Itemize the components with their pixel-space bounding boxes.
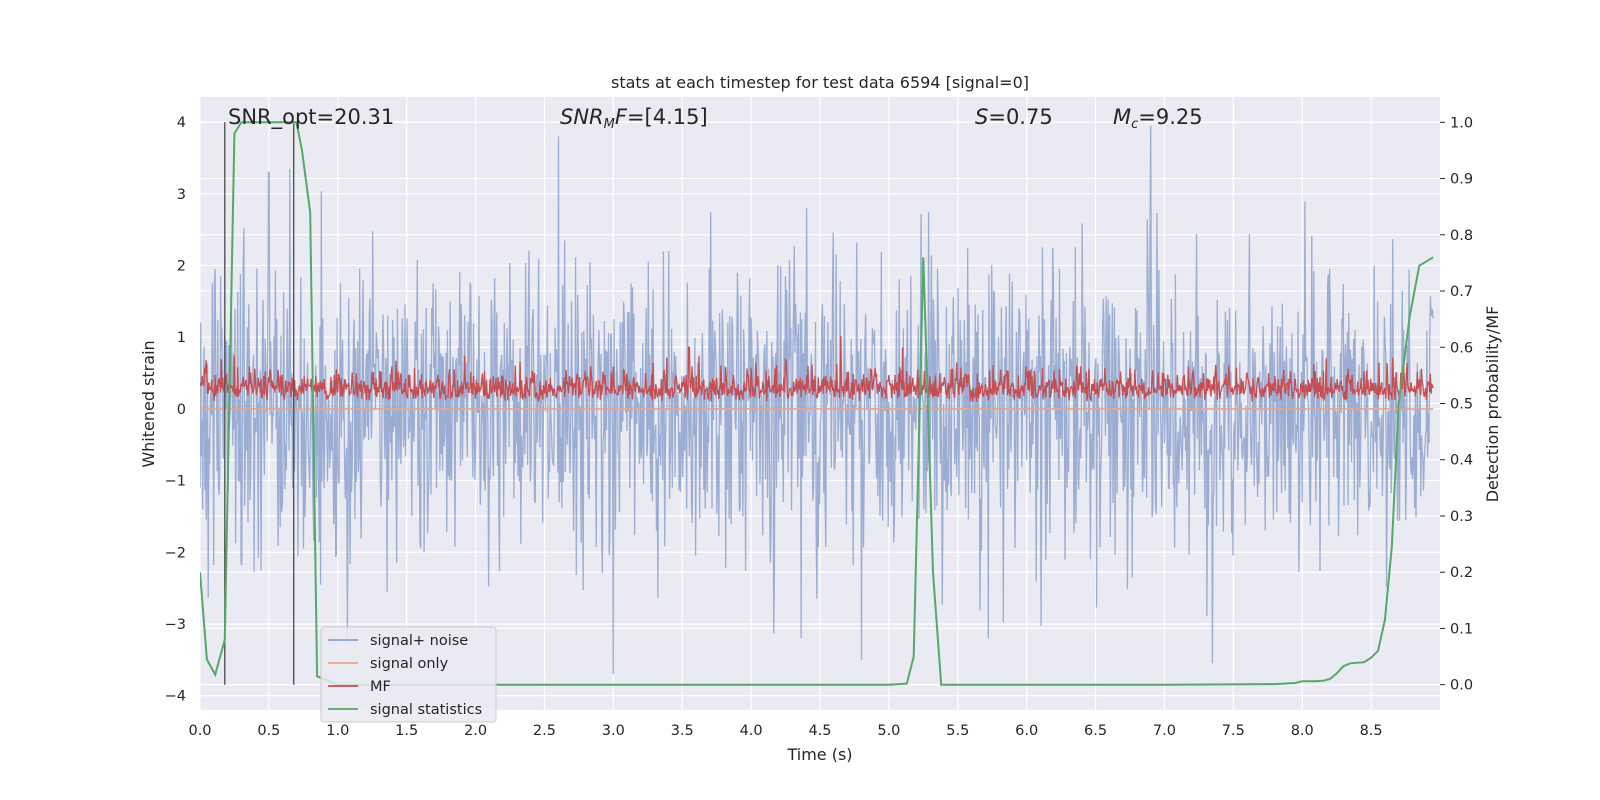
annotation-snr-mf-symbol: SNR bbox=[560, 105, 604, 129]
annotation-mc-value: =9.25 bbox=[1138, 105, 1202, 129]
y-right-tick-label: 0.3 bbox=[1450, 509, 1473, 525]
y-right-tick-label: 0.2 bbox=[1450, 565, 1473, 581]
x-tick-label: 7.0 bbox=[1153, 723, 1176, 739]
y-right-tick-label: 0.9 bbox=[1450, 172, 1473, 188]
annotation-snr-mf-sub: M bbox=[604, 117, 615, 132]
x-axis-label: Time (s) bbox=[786, 745, 852, 764]
chart-title: stats at each timestep for test data 659… bbox=[611, 73, 1029, 92]
series-signal-statistics bbox=[200, 121, 1434, 686]
x-tick-label: 4.5 bbox=[808, 723, 831, 739]
series-mf bbox=[200, 335, 1434, 403]
y-right-axis-label: Detection probability/MF bbox=[1483, 306, 1502, 503]
x-tick-label: 0.5 bbox=[257, 723, 280, 739]
x-tick-label: 3.0 bbox=[602, 723, 625, 739]
y-right-tick-label: 0.0 bbox=[1450, 678, 1473, 694]
x-tick-label: 1.5 bbox=[395, 723, 418, 739]
annotation-snr-mf-value: =[4.15] bbox=[627, 105, 708, 129]
x-tick-label: 3.5 bbox=[671, 723, 694, 739]
legend: signal+ noise signal only MF signal stat… bbox=[320, 626, 497, 723]
y-tick-label: 4 bbox=[177, 115, 186, 131]
y-tick-label: −1 bbox=[165, 474, 186, 490]
y-tick-label: 3 bbox=[177, 187, 186, 203]
y-right-tick-label: 0.8 bbox=[1450, 228, 1473, 244]
annotations: SNR_opt=20.31 SNRMF=[4.15] S=0.75 Mc=9.2… bbox=[228, 105, 1203, 132]
y-tick-label: −4 bbox=[165, 689, 186, 705]
annotation-mc-symbol: M bbox=[1113, 105, 1131, 129]
annotation-mc-sub: c bbox=[1131, 117, 1138, 132]
x-tick-label: 5.5 bbox=[946, 723, 969, 739]
annotation-snr-mf: SNRMF=[4.15] bbox=[560, 105, 708, 132]
legend-label-signal-only: signal only bbox=[370, 656, 449, 672]
annotation-s-symbol: S bbox=[975, 105, 988, 129]
y-right-tick-label: 0.4 bbox=[1450, 453, 1473, 469]
series-layer bbox=[200, 121, 1434, 686]
annotation-s-value: =0.75 bbox=[988, 105, 1052, 129]
y-tick-label: 2 bbox=[177, 258, 186, 274]
y-right-tick-label: 0.5 bbox=[1450, 397, 1473, 413]
series-signal-noise bbox=[200, 125, 1434, 675]
x-tick-label: 2.0 bbox=[464, 723, 487, 739]
annotation-mc: Mc=9.25 bbox=[1113, 105, 1203, 132]
y-right-tick-label: 0.6 bbox=[1450, 340, 1473, 356]
legend-label-signal-noise: signal+ noise bbox=[370, 633, 468, 649]
x-tick-label: 0.0 bbox=[188, 723, 211, 739]
x-tick-label: 1.0 bbox=[326, 723, 349, 739]
legend-box bbox=[320, 626, 497, 723]
y-tick-label: −2 bbox=[165, 545, 186, 561]
x-tick-label: 6.5 bbox=[1084, 723, 1107, 739]
y-right-tick-label: 1.0 bbox=[1450, 115, 1473, 131]
x-tick-label: 8.0 bbox=[1291, 723, 1314, 739]
y-right-tick-label: 0.7 bbox=[1450, 284, 1473, 300]
y-tick-label: 0 bbox=[177, 402, 186, 418]
x-tick-label: 4.0 bbox=[740, 723, 763, 739]
y-tick-label: 1 bbox=[177, 330, 186, 346]
y-right-tick-label: 0.1 bbox=[1450, 621, 1473, 637]
y-tick-label: −3 bbox=[165, 617, 186, 633]
annotation-snr-mf-symbol2: F bbox=[615, 105, 628, 129]
x-tick-label: 7.5 bbox=[1222, 723, 1245, 739]
x-tick-label: 5.0 bbox=[877, 723, 900, 739]
x-tick-label: 2.5 bbox=[533, 723, 556, 739]
legend-label-signal-statistics: signal statistics bbox=[370, 702, 482, 718]
annotation-s: S=0.75 bbox=[975, 105, 1053, 129]
y-axis-label: Whitened strain bbox=[139, 340, 158, 467]
tick-layer: 0.0 0.5 1.0 1.5 2.0 2.5 3.0 3.5 4.0 4.5 5.0 5.5 6.0 6… bbox=[165, 115, 1473, 739]
x-tick-label: 6.0 bbox=[1015, 723, 1038, 739]
legend-label-mf: MF bbox=[370, 679, 391, 695]
x-tick-label: 8.5 bbox=[1360, 723, 1383, 739]
annotation-snr-opt: SNR_opt=20.31 bbox=[228, 105, 394, 130]
